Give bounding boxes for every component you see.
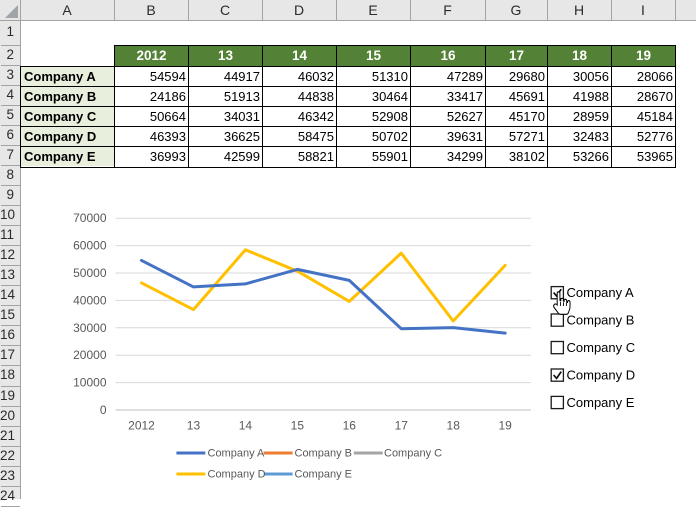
svg-text:2012: 2012 [128, 419, 155, 433]
svg-text:Company B: Company B [567, 312, 635, 327]
svg-text:0: 0 [100, 403, 107, 417]
svg-text:30000: 30000 [73, 321, 107, 335]
svg-text:Company B: Company B [295, 448, 352, 460]
svg-text:Company A: Company A [208, 448, 266, 460]
svg-text:13: 13 [187, 419, 201, 433]
svg-text:18: 18 [447, 419, 461, 433]
svg-text:15: 15 [291, 419, 305, 433]
svg-text:Company E: Company E [567, 395, 635, 410]
svg-text:70000: 70000 [73, 211, 107, 225]
svg-text:Company D: Company D [567, 367, 636, 382]
svg-text:40000: 40000 [73, 293, 107, 307]
svg-text:Company D: Company D [208, 469, 266, 481]
svg-text:Company C: Company C [567, 340, 636, 355]
svg-text:19: 19 [498, 419, 512, 433]
svg-text:Company C: Company C [384, 448, 442, 460]
svg-text:14: 14 [239, 419, 253, 433]
svg-text:10000: 10000 [73, 376, 107, 390]
svg-text:17: 17 [395, 419, 409, 433]
svg-text:50000: 50000 [73, 266, 107, 280]
svg-text:Company A: Company A [567, 285, 635, 300]
svg-text:60000: 60000 [73, 239, 107, 253]
svg-text:Company E: Company E [295, 469, 352, 481]
svg-text:20000: 20000 [73, 348, 107, 362]
svg-text:16: 16 [343, 419, 357, 433]
